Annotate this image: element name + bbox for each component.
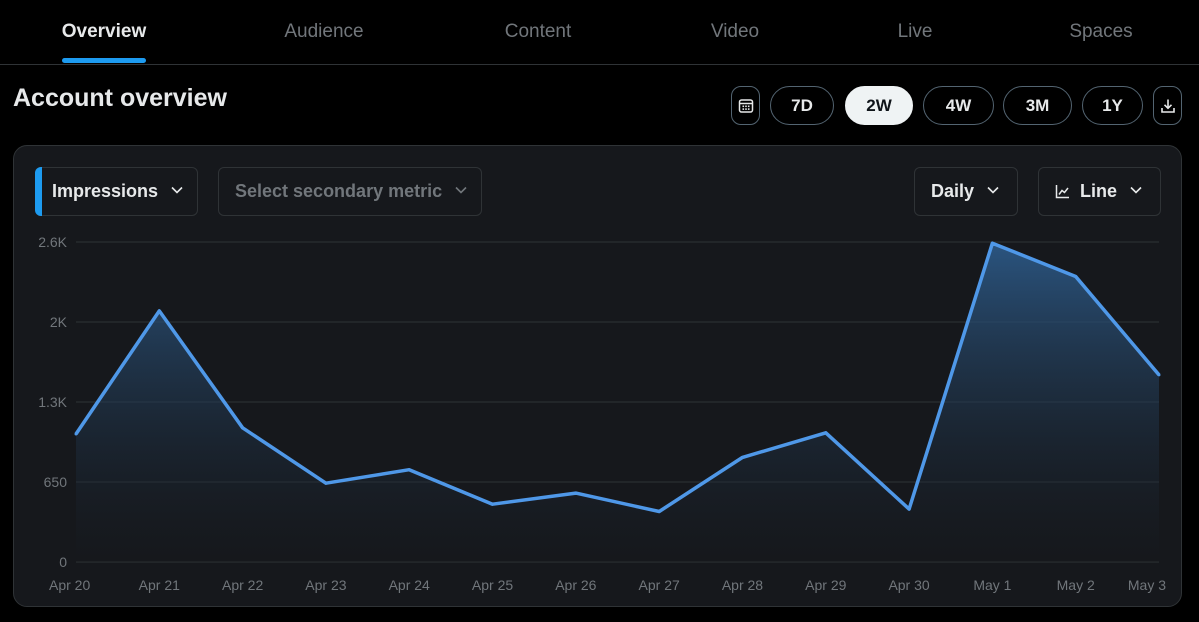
tab-overview[interactable]: Overview <box>61 21 147 42</box>
data-point <box>324 481 328 485</box>
data-point <box>74 432 78 436</box>
chevron-down-icon <box>170 181 184 202</box>
interval-dropdown[interactable]: Daily <box>914 167 1018 216</box>
x-axis-labels: Apr 20 Apr 21 Apr 22 Apr 23 Apr 24 Apr 25 Apr … <box>49 577 1166 593</box>
tab-spaces[interactable]: Spaces <box>1069 21 1133 42</box>
line-chart-icon <box>1055 184 1070 199</box>
primary-metric-label: Impressions <box>52 181 159 201</box>
y-tick-label: 0 <box>59 554 67 570</box>
tab-bar: Overview Audience Content Video Live Spa… <box>0 0 1199 65</box>
calendar-button[interactable] <box>731 86 760 125</box>
data-point <box>1074 274 1078 278</box>
chevron-down-icon <box>1129 181 1143 202</box>
impressions-line <box>74 241 1161 514</box>
y-axis-labels: 0 650 1.3K 2K 2.6K <box>38 234 67 570</box>
data-point <box>241 426 245 430</box>
tab-content[interactable]: Content <box>504 21 572 42</box>
x-tick-label: Apr 25 <box>472 577 513 593</box>
tab-live[interactable]: Live <box>897 21 933 42</box>
active-tab-indicator <box>62 58 146 63</box>
chevron-down-icon <box>454 181 468 202</box>
data-point <box>824 431 828 435</box>
x-tick-label: Apr 23 <box>305 577 346 593</box>
range-7d-button[interactable]: 7D <box>770 86 834 125</box>
range-3m-button[interactable]: 3M <box>1003 86 1072 125</box>
chart-type-label: Line <box>1080 181 1118 201</box>
data-point <box>157 309 161 313</box>
impressions-area <box>76 243 1159 562</box>
chart-type-dropdown[interactable]: Line <box>1038 167 1161 216</box>
range-1y-button[interactable]: 1Y <box>1082 86 1143 125</box>
secondary-metric-placeholder: Select secondary metric <box>235 181 443 201</box>
data-point <box>657 510 661 514</box>
data-point <box>740 455 744 459</box>
interval-label: Daily <box>931 181 975 201</box>
x-tick-label: Apr 24 <box>389 577 430 593</box>
page-title: Account overview <box>13 84 227 112</box>
data-points <box>74 241 1161 514</box>
secondary-metric-dropdown[interactable]: Select secondary metric <box>218 167 482 216</box>
x-tick-label: Apr 30 <box>888 577 929 593</box>
metric-color-indicator <box>35 167 42 216</box>
x-tick-label: May 2 <box>1057 577 1095 593</box>
x-tick-label: Apr 29 <box>805 577 846 593</box>
chart-card: Impressions Select secondary metric Dail… <box>13 145 1182 607</box>
download-icon <box>1160 99 1175 113</box>
y-tick-label: 1.3K <box>38 394 67 410</box>
primary-metric-dropdown[interactable]: Impressions <box>35 167 198 216</box>
tab-video[interactable]: Video <box>710 21 760 42</box>
x-tick-label: Apr 22 <box>222 577 263 593</box>
tab-audience[interactable]: Audience <box>284 21 364 42</box>
x-tick-label: May 3 <box>1128 577 1166 593</box>
data-point <box>407 468 411 472</box>
range-4w-button[interactable]: 4W <box>923 86 994 125</box>
x-tick-label: Apr 28 <box>722 577 763 593</box>
chevron-down-icon <box>986 181 1000 202</box>
x-tick-label: Apr 27 <box>639 577 680 593</box>
data-point <box>574 491 578 495</box>
data-point <box>990 241 994 245</box>
x-tick-label: Apr 20 <box>49 577 90 593</box>
y-tick-label: 2K <box>50 314 68 330</box>
x-tick-label: Apr 21 <box>139 577 180 593</box>
x-tick-label: May 1 <box>973 577 1011 593</box>
x-tick-label: Apr 26 <box>555 577 596 593</box>
calendar-icon <box>738 98 753 113</box>
download-button[interactable] <box>1153 86 1182 125</box>
range-2w-button[interactable]: 2W <box>845 86 913 125</box>
data-point <box>907 507 911 511</box>
y-tick-label: 650 <box>44 474 68 490</box>
data-point <box>1157 373 1161 377</box>
y-tick-label: 2.6K <box>38 234 67 250</box>
data-point <box>491 502 495 506</box>
